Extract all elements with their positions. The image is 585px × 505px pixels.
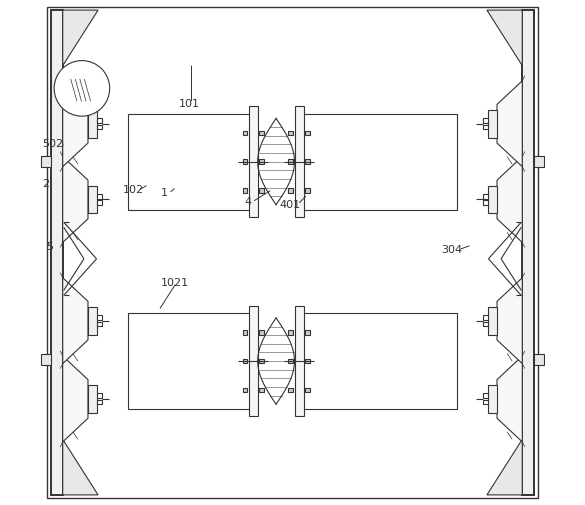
Bar	[294, 107, 304, 217]
Bar	[243, 188, 247, 192]
Bar	[259, 188, 264, 192]
Bar	[88, 110, 97, 138]
Text: 1021: 1021	[161, 278, 190, 288]
Bar	[288, 359, 293, 364]
Bar	[259, 159, 264, 164]
Bar	[66, 94, 71, 99]
Bar	[243, 388, 247, 392]
Bar	[483, 400, 488, 405]
Bar	[243, 330, 247, 335]
Bar	[483, 200, 488, 205]
Bar	[97, 400, 102, 405]
Bar	[299, 114, 457, 210]
Bar	[128, 313, 253, 409]
Bar	[534, 156, 544, 167]
Bar	[97, 393, 102, 398]
Bar	[483, 118, 488, 123]
Bar	[305, 159, 309, 164]
Bar	[305, 359, 309, 364]
Text: A: A	[68, 73, 75, 83]
Text: 304: 304	[442, 245, 463, 255]
Bar	[97, 125, 102, 129]
Bar	[488, 307, 497, 335]
Bar	[259, 130, 264, 135]
Bar	[97, 194, 102, 198]
Bar	[259, 359, 264, 364]
Bar	[288, 330, 293, 335]
Bar	[288, 388, 293, 392]
Bar	[259, 388, 264, 392]
Bar	[483, 315, 488, 320]
Bar	[483, 322, 488, 326]
Bar	[88, 307, 97, 335]
Bar	[483, 393, 488, 398]
Text: 101: 101	[179, 98, 200, 109]
Bar	[483, 194, 488, 198]
Bar	[522, 10, 534, 495]
Circle shape	[54, 61, 110, 116]
Bar	[259, 330, 264, 335]
Bar	[243, 159, 247, 164]
Bar	[305, 188, 309, 192]
Bar	[305, 130, 309, 135]
Bar	[288, 188, 293, 192]
Bar	[249, 107, 257, 217]
Bar	[488, 185, 497, 214]
Polygon shape	[63, 157, 88, 242]
Polygon shape	[63, 10, 98, 66]
Bar	[488, 110, 497, 138]
Bar	[249, 306, 257, 416]
Polygon shape	[63, 356, 88, 442]
Bar	[299, 313, 457, 409]
Polygon shape	[63, 81, 88, 167]
Text: 5: 5	[47, 242, 54, 252]
Polygon shape	[497, 157, 522, 242]
Bar	[66, 74, 71, 79]
Polygon shape	[63, 439, 98, 495]
Bar	[128, 114, 253, 210]
Text: 4: 4	[245, 197, 252, 207]
Bar	[97, 322, 102, 326]
Polygon shape	[497, 81, 522, 167]
Polygon shape	[497, 356, 522, 442]
Polygon shape	[487, 10, 522, 66]
Bar	[97, 200, 102, 205]
Bar	[97, 118, 102, 123]
Text: 2: 2	[43, 179, 50, 189]
Bar	[243, 130, 247, 135]
Bar	[534, 355, 544, 366]
Bar	[41, 355, 51, 366]
Bar	[294, 306, 304, 416]
Bar	[51, 10, 63, 495]
Text: 102: 102	[123, 185, 144, 195]
Bar	[97, 315, 102, 320]
Bar	[288, 159, 293, 164]
Bar	[483, 125, 488, 129]
Polygon shape	[487, 439, 522, 495]
Bar	[288, 130, 293, 135]
Polygon shape	[497, 278, 522, 364]
Bar	[305, 388, 309, 392]
Bar	[88, 185, 97, 214]
Bar	[41, 156, 51, 167]
Bar	[488, 385, 497, 413]
Bar	[305, 330, 309, 335]
Text: 401: 401	[280, 199, 301, 210]
Bar	[88, 385, 97, 413]
Polygon shape	[63, 278, 88, 364]
Text: 502: 502	[43, 139, 64, 149]
Bar	[243, 359, 247, 364]
Text: 1: 1	[161, 188, 168, 198]
